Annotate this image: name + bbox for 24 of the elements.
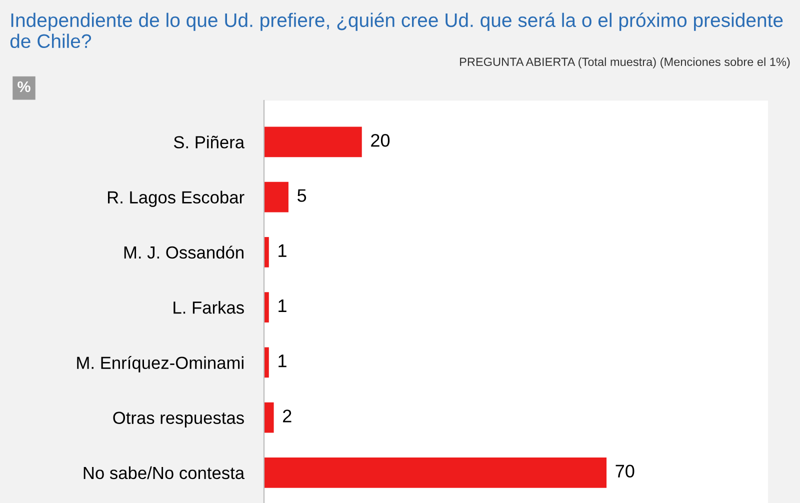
y-tick-label: S. Piñera: [174, 136, 245, 148]
y-tick-label: Otras respuestas: [113, 412, 244, 428]
bar: [264, 458, 607, 488]
y-tick-label: L. Farkas: [174, 301, 244, 314]
data-label: 20: [371, 134, 390, 147]
y-tick-label: M. Enríquez-Ominami: [77, 356, 244, 372]
chart-subtitle: PREGUNTA ABIERTA (Total muestra) (Menciones sobre el 1%): [460, 57, 790, 68]
bar: [264, 182, 288, 212]
bar: [264, 347, 269, 378]
bar: [264, 237, 269, 268]
data-label: 5: [298, 189, 306, 202]
bar: [264, 292, 269, 322]
chart-title: Independiente de lo que Ud. prefiere, ¿quién cree Ud. que será la o el próximo presidente de Chile?: [10, 12, 783, 48]
bar: [264, 126, 362, 158]
y-tick-label: M. J. Ossandón: [124, 246, 244, 259]
data-label: 1: [278, 300, 286, 312]
data-label: 1: [278, 354, 286, 368]
data-label: 1: [278, 244, 286, 257]
bar: [264, 402, 274, 433]
data-label: 2: [283, 410, 292, 422]
data-label: 70: [616, 464, 634, 478]
y-tick-label: No sabe/No contesta: [84, 466, 245, 480]
text: %: [18, 81, 30, 92]
y-tick-label: R. Lagos Escobar: [108, 190, 244, 207]
